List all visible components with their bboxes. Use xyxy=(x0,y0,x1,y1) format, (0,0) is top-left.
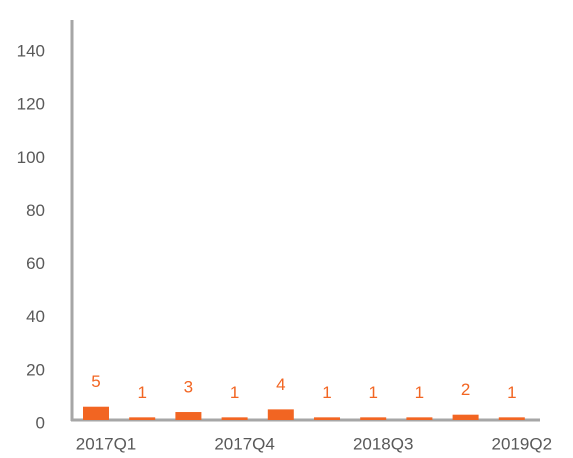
bar xyxy=(360,417,387,420)
bar xyxy=(83,406,109,420)
data-label: 5 xyxy=(91,372,100,391)
bar xyxy=(129,417,156,420)
bar xyxy=(267,409,294,420)
y-tick-label: 80 xyxy=(26,201,45,220)
data-label: 3 xyxy=(184,378,193,397)
y-tick-label: 40 xyxy=(26,307,45,326)
bar xyxy=(498,417,525,420)
data-label: 1 xyxy=(322,383,331,402)
y-tick-label: 100 xyxy=(17,148,45,167)
y-tick-label: 120 xyxy=(17,95,45,114)
data-label: 1 xyxy=(415,383,424,402)
y-tick-label: 140 xyxy=(17,41,45,60)
y-tick-label: 0 xyxy=(36,413,45,432)
bar xyxy=(221,417,248,420)
y-tick-label: 60 xyxy=(26,254,45,273)
x-tick-label: 2018Q3 xyxy=(353,434,414,453)
data-label: 1 xyxy=(368,383,377,402)
data-label: 1 xyxy=(137,383,146,402)
data-label: 1 xyxy=(230,383,239,402)
y-tick-label: 20 xyxy=(26,360,45,379)
x-tick-label: 2017Q1 xyxy=(76,434,137,453)
data-label: 2 xyxy=(461,380,470,399)
data-label: 1 xyxy=(507,383,516,402)
data-label: 4 xyxy=(276,375,285,394)
x-tick-label: 2019Q2 xyxy=(492,434,553,453)
x-tick-label: 2017Q4 xyxy=(214,434,275,453)
bar xyxy=(314,417,340,420)
bar xyxy=(452,414,479,420)
bar xyxy=(175,412,202,420)
bar xyxy=(406,417,433,420)
